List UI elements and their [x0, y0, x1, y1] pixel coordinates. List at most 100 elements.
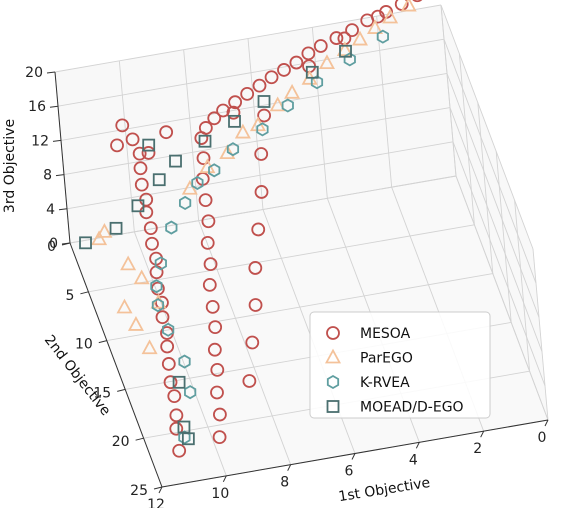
- x-tick-mark: [287, 464, 292, 471]
- z-tick-mark: [58, 208, 68, 211]
- parego-point: [116, 298, 133, 314]
- mesoa-point: [264, 70, 279, 85]
- parego-point: [400, 0, 417, 12]
- x-tick-mark: [351, 453, 356, 460]
- mesoa-point: [228, 95, 243, 110]
- mesoa-point: [198, 121, 213, 135]
- y-tick-mark: [135, 437, 144, 441]
- mesoa-point: [203, 257, 218, 271]
- k-rvea-point: [184, 385, 197, 400]
- z-tick-label: 8: [43, 168, 52, 184]
- grid-line-y-side: [495, 151, 512, 323]
- moead-d-ego-point: [228, 114, 241, 128]
- legend-label-moead-d-ego: MOEAD/D-EGO: [360, 400, 464, 416]
- mesoa-point: [412, 0, 423, 3]
- mesoa-point: [167, 389, 182, 403]
- z-tick-label: 0: [49, 236, 58, 252]
- moead-d-ego-point: [198, 134, 212, 148]
- grid-line-z-back: [63, 107, 451, 176]
- k-rvea-point: [256, 122, 269, 137]
- y-tick-mark: [98, 340, 107, 344]
- mesoa-point: [277, 63, 291, 77]
- x-tick-mark: [544, 419, 549, 427]
- grid-line-z-side: [446, 73, 540, 318]
- grid-line-y-side: [477, 102, 494, 274]
- legend-marker-mesoa: [326, 326, 340, 340]
- mesoa-point: [110, 138, 124, 153]
- parego-point: [127, 316, 144, 331]
- moead-d-ego-point: [79, 236, 92, 250]
- mesoa-point: [207, 342, 222, 357]
- mesoa-point: [210, 385, 224, 400]
- axis-lines: [46, 71, 549, 494]
- mesoa-point: [145, 236, 159, 251]
- mesoa-point: [240, 86, 255, 101]
- moead-d-ego-point: [142, 138, 156, 152]
- mesoa-point: [254, 147, 269, 161]
- k-rvea-point: [310, 75, 324, 90]
- parego-point: [133, 269, 150, 285]
- k-rvea-point: [179, 195, 192, 211]
- mesoa-point: [196, 151, 211, 166]
- parego-point: [336, 41, 353, 57]
- z-tick-mark: [55, 174, 65, 177]
- side-pane: [441, 5, 548, 420]
- mesoa-point: [242, 374, 257, 388]
- z-tick-label: 12: [31, 133, 49, 149]
- mesoa-point: [251, 222, 266, 237]
- moead-d-ego-point: [172, 375, 186, 389]
- y-tick-label: 25: [130, 483, 148, 499]
- parego-point: [366, 19, 384, 34]
- mesoa-point: [257, 108, 272, 123]
- mesoa-point: [248, 261, 263, 275]
- legend-marker-parego: [324, 348, 342, 364]
- y-tick-label: 5: [65, 288, 74, 304]
- x-tick-label: 10: [211, 486, 229, 502]
- mesoa-point: [201, 214, 216, 229]
- grid-line-z-back: [54, 4, 442, 73]
- k-rvea-point: [178, 354, 191, 369]
- mesoa-point: [115, 118, 130, 133]
- legend-label-mesoa: MESOA: [360, 326, 411, 342]
- x-tick-mark: [415, 442, 420, 449]
- z-tick-mark: [49, 105, 59, 108]
- series-k-rvea: [150, 29, 389, 445]
- parego-point: [219, 144, 236, 160]
- mesoa-point: [159, 125, 174, 140]
- z-axis-label: 3rd Objective: [2, 119, 18, 213]
- legend-label-k-rvea: K-RVEA: [360, 375, 410, 391]
- grid-line-z-side: [455, 175, 549, 421]
- k-rvea-point: [226, 142, 240, 157]
- x-tick-label: 2: [473, 441, 482, 457]
- grid-line-y-side: [440, 4, 457, 177]
- mesoa-point: [208, 320, 223, 335]
- mesoa-point: [313, 39, 328, 53]
- grid-line-z-side: [449, 107, 543, 352]
- k-rvea-point: [191, 175, 204, 191]
- grid-line-y-side: [514, 200, 531, 372]
- mesoa-point: [198, 193, 213, 208]
- z-tick-label: 16: [28, 99, 46, 115]
- y-tick-mark: [153, 486, 163, 490]
- y-tick-label: 15: [93, 385, 111, 401]
- mesoa-point: [163, 375, 178, 390]
- parego-point: [96, 223, 113, 238]
- mesoa-point: [160, 339, 175, 354]
- moead-d-ego-point: [305, 65, 319, 79]
- x-tick-label: 0: [538, 430, 547, 446]
- x-tick-label: 4: [409, 452, 418, 468]
- k-rvea-point: [376, 29, 389, 44]
- mesoa-point: [216, 103, 230, 118]
- parego-point: [91, 230, 108, 246]
- z-tick-mark: [52, 139, 62, 142]
- parego-point: [141, 339, 158, 355]
- y-tick-label: 10: [75, 337, 93, 353]
- parego-point: [351, 30, 368, 46]
- parego-point: [269, 96, 286, 112]
- mesoa-point: [133, 161, 148, 176]
- grid-line-z-back: [57, 38, 445, 107]
- k-rvea-point: [281, 98, 294, 113]
- mesoa-point: [134, 177, 149, 192]
- grid-line-z-back: [66, 141, 454, 210]
